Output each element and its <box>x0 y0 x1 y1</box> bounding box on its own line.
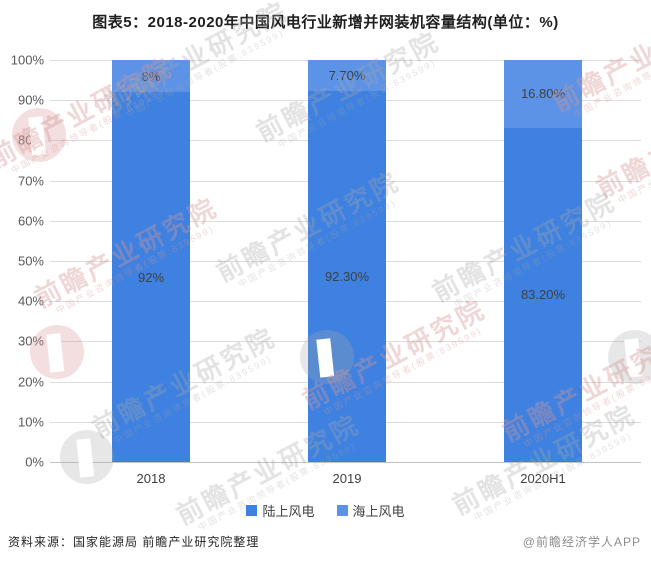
legend-label: 陆上风电 <box>262 504 315 519</box>
legend: 陆上风电 海上风电 <box>0 501 651 520</box>
source-note: 资料来源：国家能源局 前瞻产业研究院整理 <box>8 535 260 549</box>
watermark: 前瞻产业研究院 中国产业咨询领导者(股票:839599) <box>592 82 651 212</box>
y-tick-label: 30% <box>17 333 44 349</box>
legend-item: 海上风电 <box>336 501 405 520</box>
credit-note: @前瞻经济学人APP <box>522 535 641 549</box>
y-tick-label: 80% <box>17 132 44 148</box>
y-tick-label: 90% <box>17 92 44 108</box>
bar-segment-offshore: 16.80% <box>504 60 582 128</box>
y-tick-label: 60% <box>17 213 44 229</box>
legend-label: 海上风电 <box>352 504 405 519</box>
bar-value-label: 92% <box>137 269 165 285</box>
chart-title: 图表5：2018-2020年中国风电行业新增并网装机容量结构(单位：%) <box>92 14 559 31</box>
legend-swatch <box>336 505 348 516</box>
y-tick-label: 10% <box>17 414 44 430</box>
bar-value-label: 83.20% <box>520 287 566 303</box>
y-tick-label: 0% <box>25 454 44 470</box>
x-axis-label: 2018 <box>136 471 166 486</box>
x-axis-label: 2019 <box>332 471 362 486</box>
bar-segment-onshore: 92.30% <box>308 90 386 462</box>
bar-segment-onshore: 92% <box>112 92 190 462</box>
bar-segment-offshore: 8% <box>112 60 190 93</box>
bar-segment-onshore: 83.20% <box>504 127 582 462</box>
y-tick-label: 20% <box>17 374 44 390</box>
bar-value-label: 7.70% <box>328 67 366 83</box>
legend-swatch <box>246 505 258 516</box>
bar-value-label: 8% <box>141 68 161 84</box>
watermark-subtext: 中国产业咨询领导者(股票:839599) <box>616 113 651 206</box>
bar-value-label: 16.80% <box>520 86 566 102</box>
y-tick-label: 100% <box>10 52 44 68</box>
y-tick-label: 40% <box>17 293 44 309</box>
x-axis-line <box>50 462 641 463</box>
bar-value-label: 92.30% <box>324 268 370 284</box>
bar-segment-offshore: 7.70% <box>308 60 386 91</box>
y-tick-label: 50% <box>17 253 44 269</box>
y-tick-label: 70% <box>17 173 44 189</box>
legend-item: 陆上风电 <box>246 501 315 520</box>
x-axis-label: 2020H1 <box>520 471 566 486</box>
